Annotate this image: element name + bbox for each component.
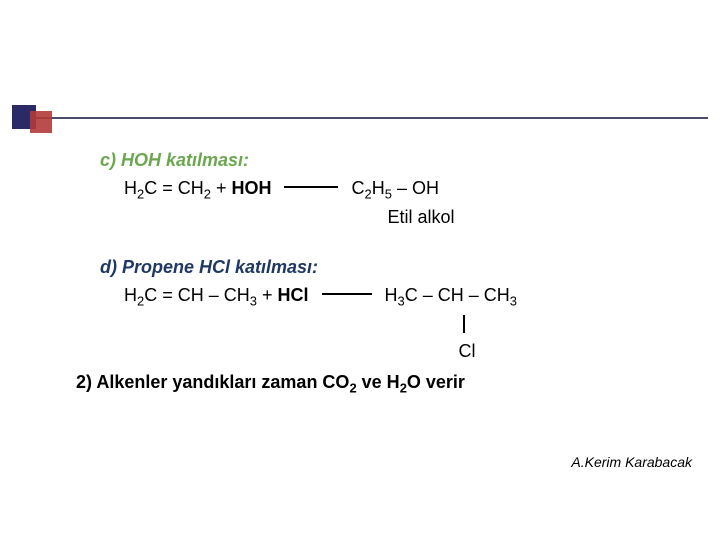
product-c: C2H5 – OH Etil alkol (352, 175, 455, 231)
header-line (12, 117, 708, 119)
reactant-d: H2C = CH – CH3 (124, 285, 257, 305)
arrow-icon (284, 186, 338, 188)
slide-content: c) HOH katılması: H2C = CH2 + HOH C2H5 –… (100, 150, 690, 398)
reagent-d: HCl (277, 285, 308, 305)
section-c-title: c) HOH katılması: (100, 150, 690, 171)
equation-d: H2C = CH – CH3 + HCl H3C – CH – CH3 Cl (124, 282, 690, 365)
section-d-title: d) Propene HCl katılması: (100, 257, 690, 278)
equation-c: H2C = CH2 + HOH C2H5 – OH Etil alkol (124, 175, 690, 231)
author-credit: A.Kerim Karabacak (571, 454, 692, 470)
reagent-c: HOH (231, 178, 271, 198)
decor-square-red (30, 111, 52, 133)
rule-2: 2) Alkenler yandıkları zaman CO2 ve H2O … (76, 369, 690, 398)
product-d-bond (463, 311, 465, 338)
product-d: H3C – CH – CH3 Cl (385, 282, 517, 365)
reactant-c: H2C = CH2 (124, 178, 211, 198)
product-c-name: Etil alkol (388, 207, 455, 227)
product-d-substituent: Cl (459, 341, 476, 361)
arrow-icon (322, 293, 372, 295)
